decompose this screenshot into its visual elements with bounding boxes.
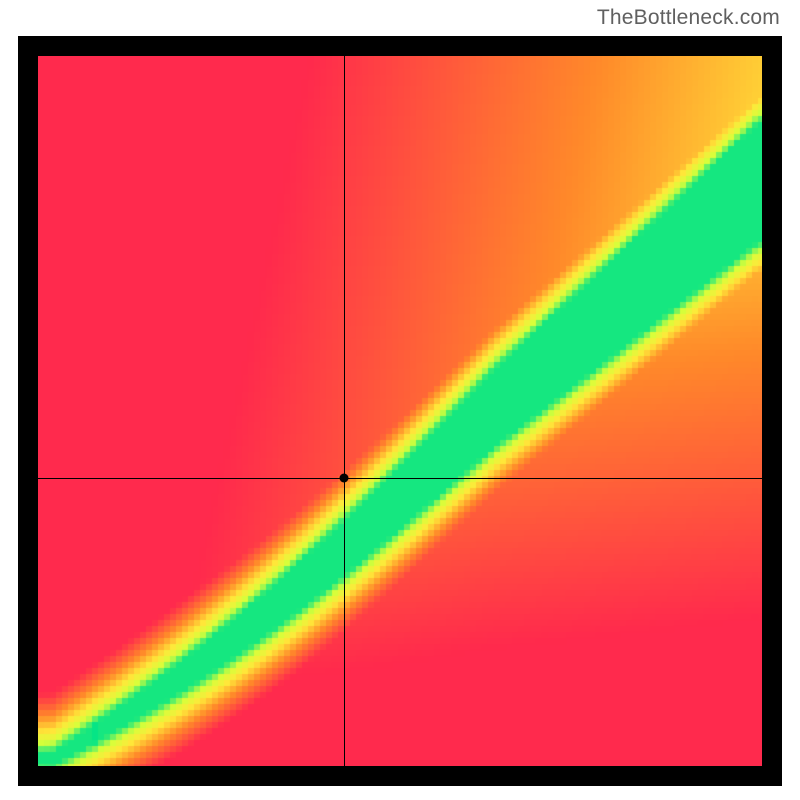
crosshair-horizontal [38,478,762,479]
heatmap-canvas [38,56,762,766]
chart-plot-area [38,56,762,766]
crosshair-marker [339,474,348,483]
chart-container: TheBottleneck.com [0,0,800,800]
watermark-text: TheBottleneck.com [597,6,780,30]
chart-outer-border [18,36,782,786]
crosshair-vertical [344,56,345,766]
